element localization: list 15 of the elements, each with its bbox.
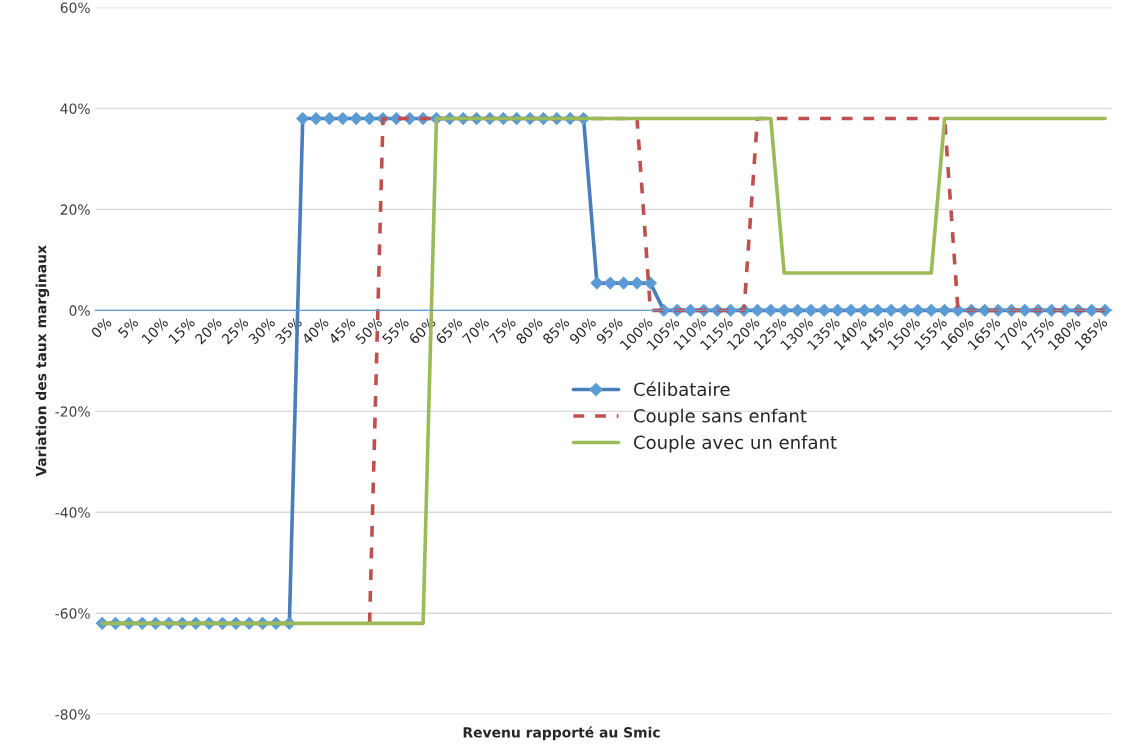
- y-tick-label: 60%: [60, 2, 90, 13]
- y-tick-label: -20%: [55, 406, 90, 417]
- x-tick-label: 5%: [117, 316, 139, 339]
- legend-label: Couple avec un enfant: [634, 435, 837, 453]
- y-tick-label: -40%: [55, 507, 90, 518]
- y-tick-label: 20%: [60, 204, 90, 215]
- y-tick-label: -80%: [55, 709, 90, 720]
- legend-label: Célibataire: [634, 381, 730, 397]
- x-axis-title: Revenu rapporté au Smic: [463, 726, 660, 741]
- y-tick-label: -60%: [55, 608, 90, 619]
- y-tick-label: 0%: [69, 305, 90, 316]
- y-tick-label: 40%: [60, 103, 90, 114]
- y-axis-title: Variation des taux marginaux: [35, 245, 50, 477]
- legend-label: Couple sans enfant: [634, 408, 807, 427]
- x-tick-label: 0%: [90, 316, 113, 339]
